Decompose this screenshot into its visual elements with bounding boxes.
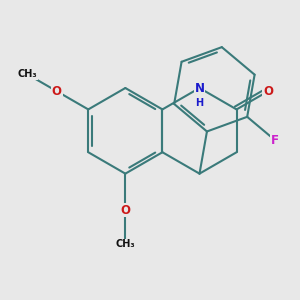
Text: O: O <box>52 85 62 98</box>
Text: F: F <box>271 134 279 147</box>
Text: H: H <box>195 98 204 108</box>
Text: O: O <box>120 203 130 217</box>
Text: CH₃: CH₃ <box>116 239 135 249</box>
Text: N: N <box>194 82 205 94</box>
Text: CH₃: CH₃ <box>17 69 37 79</box>
Text: O: O <box>263 85 273 98</box>
